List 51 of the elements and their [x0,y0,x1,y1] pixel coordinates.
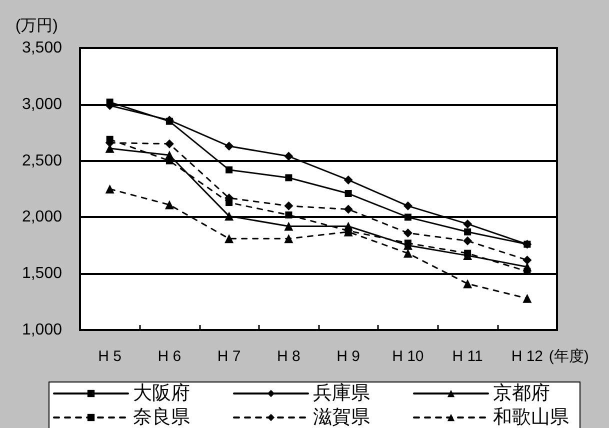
point [344,190,352,198]
point [522,294,532,303]
point [224,234,234,244]
point [463,236,472,246]
point [344,204,353,214]
point [404,214,412,221]
point [463,279,472,288]
y-tick-label: 3,000 [22,96,62,113]
point [404,240,412,247]
point [284,234,294,244]
point [224,212,234,221]
x-tick-label: H 12 [511,348,544,365]
point [403,228,412,238]
point [285,211,292,218]
legend-label: 京都府 [493,382,550,404]
point [164,139,174,148]
point [285,174,292,182]
y-tick-label: 1,000 [22,322,62,338]
point [105,184,114,194]
legend-label: 奈良県 [133,406,190,428]
point [463,219,472,228]
point [226,166,233,174]
point [224,142,234,151]
legend-label: 和歌山県 [493,407,569,428]
legend-label: 滋賀県 [313,407,370,428]
x-tick-label: H 7 [217,348,241,365]
y-tick-label: 1,500 [22,265,62,282]
y-tick-label: 3,500 [22,40,62,56]
legend-label: 大阪府 [133,382,190,404]
y-axis-title: (万円) [15,18,58,34]
point [464,250,472,257]
y-tick-label: 2,500 [22,152,62,170]
point [403,201,412,210]
point [403,248,412,258]
legend-label: 兵庫県 [313,382,370,404]
x-tick-label: H 8 [277,348,300,365]
x-axis-title: (年度) [548,348,589,365]
point [522,256,532,265]
point [284,201,294,210]
point [344,175,353,184]
x-tick-label: H 5 [98,348,122,365]
point [464,228,472,236]
y-tick-label: 2,000 [22,208,62,226]
point [284,222,294,231]
x-tick-label: H 9 [336,348,360,365]
point [164,200,174,210]
point [166,157,173,164]
x-tick-label: H 10 [392,348,424,365]
x-tick-label: H 11 [452,348,483,365]
x-tick-label: H 6 [158,348,182,365]
point [284,152,294,161]
